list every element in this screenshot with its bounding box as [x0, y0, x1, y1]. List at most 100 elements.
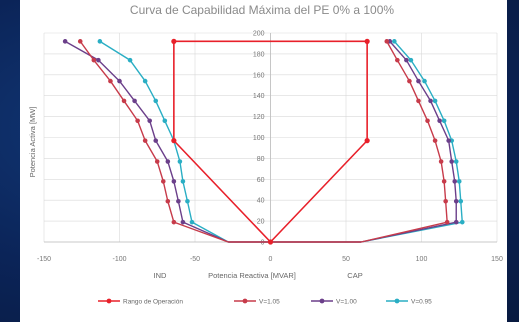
data-point-v-1-05 [395, 57, 400, 63]
y-tick-label: 140 [253, 93, 265, 100]
data-point-v-0-95 [185, 198, 190, 204]
data-point-rango-de-operacion [171, 138, 177, 144]
data-point-v-1-00 [165, 159, 171, 164]
y-tick-label: 60 [257, 177, 265, 184]
data-point-v-1-00 [153, 138, 159, 143]
data-point-v-1-05 [441, 179, 447, 184]
legend-label: Rango de Operación [123, 298, 183, 305]
series-line-v-1-00 [228, 40, 457, 243]
capability-chart: Curva de Capabilidad Máxima del PE 0% a … [28, 3, 503, 305]
x-tick-label: -150 [37, 256, 51, 263]
legend-marker [106, 298, 112, 304]
data-point-v-0-95 [189, 219, 195, 225]
data-point-v-1-05 [91, 57, 97, 63]
y-tick-label: 0 [261, 240, 265, 247]
data-point-v-0-95 [441, 118, 447, 124]
x-tick-label: 150 [491, 256, 503, 263]
tick-labels: 0 20 40 60 80 100 120 140 160 180 200 -150 -100 -50 0 5… [37, 31, 503, 264]
data-point-v-0-95 [177, 159, 183, 164]
data-point-v-1-05 [416, 98, 421, 104]
x-tick-label: -50 [190, 256, 200, 263]
legend-label: V=1.00 [336, 298, 357, 305]
data-point-v-0-95 [459, 219, 465, 225]
series-group [62, 38, 465, 245]
data-point-v-0-95 [453, 159, 459, 164]
data-point-v-0-95 [408, 57, 414, 63]
data-point-v-1-00 [147, 118, 152, 124]
y-axis-label: Potencia Activa [MW] [28, 107, 37, 178]
chart-title: Curva de Capabilidad Máxima del PE 0% a … [130, 3, 394, 17]
data-point-v-1-05 [407, 78, 412, 84]
data-point-v-1-05 [384, 39, 390, 44]
legend-marker [394, 298, 400, 304]
chart-panel: Curva de Capabilidad Máxima del PE 0% a … [20, 0, 507, 322]
x-tick-label: -100 [112, 256, 126, 263]
data-point-rango-de-operacion [267, 239, 274, 245]
data-point-v-0-95 [432, 98, 438, 104]
data-point-rango-de-operacion [364, 138, 370, 144]
data-point-v-1-05 [160, 179, 166, 184]
data-point-v-1-00 [452, 179, 458, 184]
data-point-v-0-95 [422, 78, 427, 84]
data-point-v-1-05 [142, 138, 148, 143]
y-tick-label: 180 [253, 51, 265, 58]
data-point-v-1-00 [176, 198, 181, 204]
y-tick-label: 160 [253, 72, 265, 79]
y-tick-label: 120 [253, 114, 265, 121]
data-point-v-1-00 [446, 138, 451, 143]
data-point-v-1-05 [444, 219, 450, 225]
legend-marker [319, 298, 325, 304]
data-point-v-1-00 [404, 57, 409, 63]
series-line-v-0-95 [99, 40, 229, 243]
data-point-v-1-05 [135, 118, 140, 124]
data-point-v-1-00 [437, 118, 442, 124]
data-point-v-1-00 [96, 57, 101, 63]
x-axis-label: Potencia Reactiva [MVAR] [208, 271, 296, 280]
data-point-v-1-05 [165, 198, 171, 204]
data-point-rango-de-operacion [171, 38, 177, 44]
data-point-v-1-00 [453, 198, 459, 204]
y-tick-label: 40 [257, 198, 265, 205]
data-point-v-1-00 [171, 179, 177, 184]
data-point-v-1-05 [121, 98, 127, 104]
y-tick-label: 20 [257, 219, 265, 226]
data-point-v-0-95 [456, 179, 462, 184]
data-point-v-0-95 [153, 98, 159, 104]
data-point-rango-de-operacion [364, 38, 370, 44]
data-point-v-1-05 [154, 159, 160, 164]
series-line-v-1-05 [228, 41, 448, 243]
data-point-v-1-05 [171, 219, 177, 225]
data-point-v-0-95 [458, 198, 464, 204]
data-point-v-1-00 [117, 78, 122, 84]
data-point-v-1-05 [438, 159, 444, 164]
data-point-v-1-00 [416, 78, 421, 84]
y-tick-label: 80 [257, 156, 265, 163]
x-tick-label: 100 [416, 256, 428, 263]
side-label-right: CAP [347, 271, 362, 280]
x-tick-label: 0 [269, 256, 273, 263]
data-point-v-0-95 [392, 39, 397, 44]
data-point-v-1-05 [432, 138, 438, 143]
data-point-v-1-00 [180, 219, 186, 225]
series-line-rango-de-operacion [173, 40, 368, 243]
data-point-v-1-05 [443, 198, 448, 204]
data-point-v-1-00 [132, 98, 137, 104]
data-point-v-0-95 [142, 78, 148, 84]
data-point-v-1-05 [77, 39, 83, 44]
series-line-v-0-95 [228, 40, 463, 243]
x-tick-label: 50 [342, 256, 350, 263]
data-point-v-1-05 [108, 78, 113, 84]
data-point-v-1-00 [62, 39, 68, 44]
y-tick-label: 100 [253, 135, 265, 142]
grid [43, 32, 498, 243]
legend-label: V=0.95 [411, 298, 432, 305]
side-label-left: IND [154, 271, 168, 280]
data-point-v-0-95 [180, 179, 186, 184]
data-point-v-0-95 [162, 118, 168, 124]
y-tick-label: 200 [253, 31, 265, 38]
data-point-v-1-00 [428, 98, 433, 104]
data-point-v-0-95 [127, 57, 133, 63]
data-point-v-0-95 [97, 39, 103, 44]
data-point-v-1-05 [425, 118, 430, 124]
legend: Rango de Operación V=1.05 V=1.00 V=0.95 [98, 298, 432, 305]
